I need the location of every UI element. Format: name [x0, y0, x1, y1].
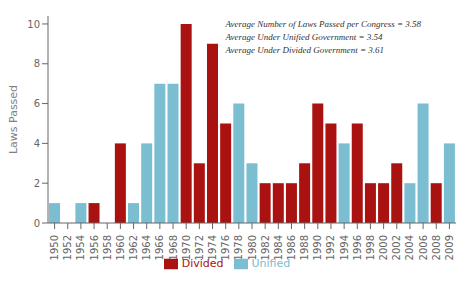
html-text:Divided: Divided: [181, 257, 224, 270]
svg-text:2002: 2002: [391, 235, 402, 260]
svg-text:1990: 1990: [312, 235, 323, 260]
svg-text:1954: 1954: [75, 235, 86, 260]
svg-text:1950: 1950: [49, 235, 60, 260]
svg-text:6: 6: [34, 98, 40, 109]
svg-text:2000: 2000: [378, 235, 389, 260]
svg-text:2006: 2006: [418, 235, 429, 260]
svg-text:1978: 1978: [233, 235, 244, 260]
svg-text:1998: 1998: [365, 235, 376, 260]
html-text:Unified: Unified: [251, 257, 291, 270]
svg-text:1994: 1994: [339, 235, 350, 260]
svg-text:1988: 1988: [299, 235, 310, 260]
svg-text:2009: 2009: [444, 235, 455, 260]
svg-text:2008: 2008: [431, 235, 442, 260]
svg-text:1984: 1984: [273, 235, 284, 260]
svg-text:1970: 1970: [181, 235, 192, 260]
svg-text:10: 10: [27, 19, 40, 30]
svg-text:0: 0: [34, 218, 40, 229]
svg-text:Laws Passed: Laws Passed: [8, 85, 20, 154]
svg-text:1996: 1996: [352, 235, 363, 260]
svg-text:1962: 1962: [128, 235, 139, 260]
html-text:Average Under Divided Governme: Average Under Divided Government = 3.61: [225, 45, 384, 55]
svg-text:1992: 1992: [325, 235, 336, 260]
svg-text:1968: 1968: [168, 235, 179, 260]
svg-text:1964: 1964: [141, 235, 152, 260]
svg-text:1952: 1952: [62, 235, 73, 260]
svg-text:2: 2: [34, 178, 40, 189]
html-text:Average Number of Laws Passed: Average Number of Laws Passed per Congre…: [225, 19, 421, 29]
svg-text:1958: 1958: [102, 235, 113, 260]
svg-text:1976: 1976: [220, 235, 231, 260]
svg-text:1986: 1986: [286, 235, 297, 260]
svg-text:1966: 1966: [154, 235, 165, 260]
svg-text:1980: 1980: [247, 235, 258, 260]
svg-text:1972: 1972: [194, 235, 205, 260]
svg-text:1956: 1956: [89, 235, 100, 260]
svg-text:2004: 2004: [404, 235, 415, 260]
html-text:Average Under Unified Governme: Average Under Unified Government = 3.54: [225, 32, 383, 42]
svg-text:1982: 1982: [260, 235, 271, 260]
svg-text:4: 4: [34, 138, 40, 149]
svg-text:1974: 1974: [207, 235, 218, 260]
svg-text:8: 8: [34, 58, 40, 69]
svg-text:1960: 1960: [115, 235, 126, 260]
